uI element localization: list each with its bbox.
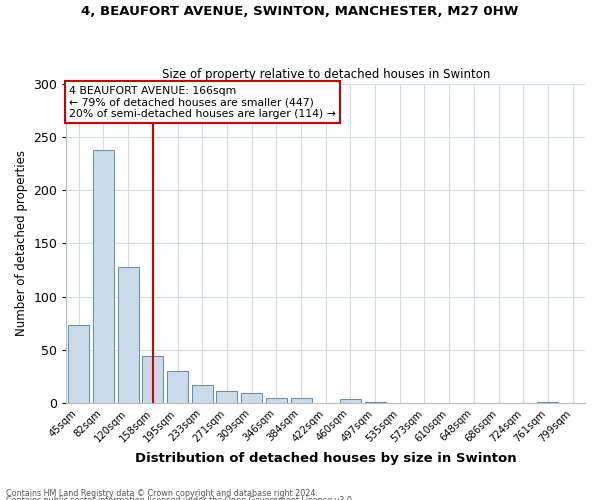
Bar	[167, 371, 188, 403]
Bar	[290, 398, 311, 403]
Bar	[93, 150, 114, 403]
Text: 4 BEAUFORT AVENUE: 166sqm
← 79% of detached houses are smaller (447)
20% of semi: 4 BEAUFORT AVENUE: 166sqm ← 79% of detac…	[69, 86, 336, 119]
Bar	[118, 267, 139, 403]
Text: 4, BEAUFORT AVENUE, SWINTON, MANCHESTER, M27 0HW: 4, BEAUFORT AVENUE, SWINTON, MANCHESTER,…	[82, 5, 518, 18]
Bar	[142, 356, 163, 403]
Bar	[365, 402, 386, 403]
Bar	[192, 385, 213, 403]
X-axis label: Distribution of detached houses by size in Swinton: Distribution of detached houses by size …	[135, 452, 517, 465]
Y-axis label: Number of detached properties: Number of detached properties	[15, 150, 28, 336]
Bar	[538, 402, 559, 403]
Bar	[217, 392, 238, 403]
Text: Contains HM Land Registry data © Crown copyright and database right 2024.: Contains HM Land Registry data © Crown c…	[6, 488, 318, 498]
Title: Size of property relative to detached houses in Swinton: Size of property relative to detached ho…	[161, 68, 490, 81]
Text: Contains public sector information licensed under the Open Government Licence v3: Contains public sector information licen…	[6, 496, 355, 500]
Bar	[340, 399, 361, 403]
Bar	[266, 398, 287, 403]
Bar	[68, 326, 89, 403]
Bar	[241, 392, 262, 403]
